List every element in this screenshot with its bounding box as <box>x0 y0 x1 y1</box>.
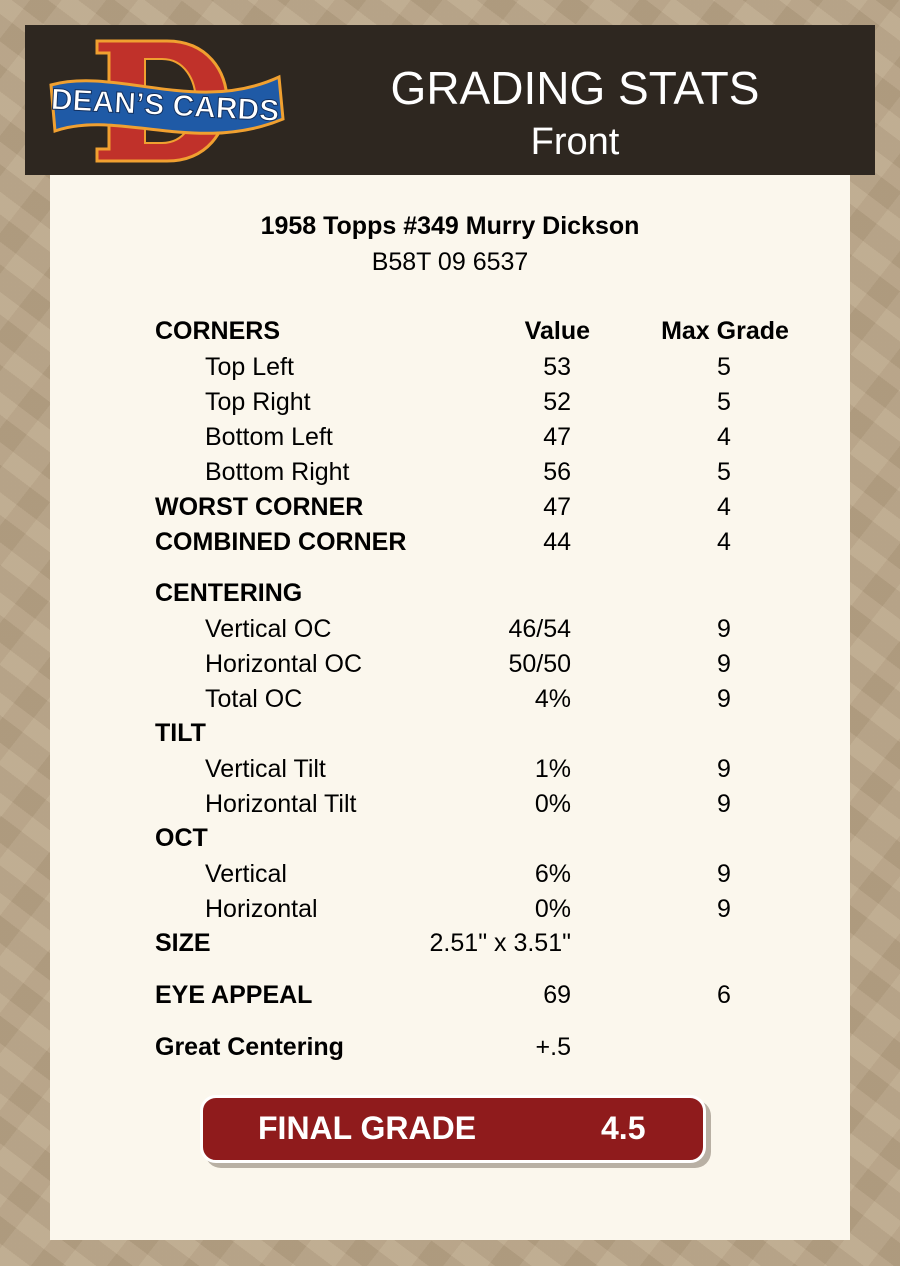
stat-row: OCT <box>50 823 850 853</box>
stat-value: 0% <box>534 895 571 923</box>
stat-row: WORST CORNER 47 4 <box>50 492 850 522</box>
final-grade-banner: FINAL GRADE 4.5 <box>200 1095 706 1163</box>
stats-panel: 1958 Topps #349 Murry Dickson B58T 09 65… <box>50 175 850 1240</box>
stat-value: 69 <box>543 981 571 1009</box>
card-title: 1958 Topps #349 Murry Dickson <box>260 212 640 240</box>
stat-value: 6% <box>534 860 571 888</box>
stat-max-grade: 9 <box>717 895 731 923</box>
stat-label: Horizontal OC <box>205 650 362 678</box>
stat-row: Great Centering +.5 <box>50 1032 850 1062</box>
stat-label: COMBINED CORNER <box>155 528 407 556</box>
stat-max-grade: 9 <box>717 685 731 713</box>
stat-value: 44 <box>543 528 571 556</box>
stat-max-grade: 5 <box>717 388 731 416</box>
stat-row: SIZE 2.51" x 3.51" <box>50 928 850 958</box>
stat-row: EYE APPEAL 69 6 <box>50 980 850 1010</box>
stat-max-grade: 4 <box>717 493 731 521</box>
stat-label: Horizontal <box>205 895 318 923</box>
stat-max-grade: 6 <box>717 981 731 1009</box>
stat-value: 56 <box>543 458 571 486</box>
stat-label: Vertical Tilt <box>205 755 326 783</box>
stat-row: Bottom Right 56 5 <box>50 457 850 487</box>
page-subtitle: Front <box>530 121 620 163</box>
max-grade-column-header: Max Grade <box>661 317 789 345</box>
stat-row: CORNERS Value Max Grade <box>50 316 850 346</box>
stat-max-grade: 4 <box>717 528 731 556</box>
value-column-header: Value <box>524 317 590 345</box>
stat-value: 50/50 <box>508 650 571 678</box>
final-grade-value: 4.5 <box>601 1110 646 1146</box>
stat-row: Top Right 52 5 <box>50 387 850 417</box>
stat-row: Horizontal 0% 9 <box>50 894 850 924</box>
header-bar: DEAN’S CARDS GRADING STATS Front <box>25 25 875 175</box>
stat-row: Vertical OC 46/54 9 <box>50 614 850 644</box>
stat-value: 47 <box>543 423 571 451</box>
deans-cards-logo: DEAN’S CARDS <box>49 39 285 163</box>
stat-label: Vertical <box>205 860 287 888</box>
stat-value: 46/54 <box>508 615 571 643</box>
stat-max-grade: 5 <box>717 458 731 486</box>
stat-value: 0% <box>534 790 571 818</box>
stat-label: Top Left <box>205 353 294 381</box>
stat-label: TILT <box>155 719 206 747</box>
stat-row: Vertical Tilt 1% 9 <box>50 754 850 784</box>
stat-label: OCT <box>155 824 208 852</box>
stat-row: Horizontal OC 50/50 9 <box>50 649 850 679</box>
stat-value: 4% <box>534 685 571 713</box>
stat-value: 1% <box>534 755 571 783</box>
stat-max-grade: 5 <box>717 353 731 381</box>
stat-row: Bottom Left 47 4 <box>50 422 850 452</box>
stat-max-grade: 9 <box>717 615 731 643</box>
stat-label: Total OC <box>205 685 303 713</box>
stat-row: Top Left 53 5 <box>50 352 850 382</box>
stat-value: 47 <box>543 493 571 521</box>
stat-value: 52 <box>543 388 571 416</box>
stat-max-grade: 9 <box>717 790 731 818</box>
card-code: B58T 09 6537 <box>371 248 529 276</box>
stat-label: CENTERING <box>155 579 303 607</box>
stat-label: WORST CORNER <box>155 493 364 521</box>
stat-label: Vertical OC <box>205 615 332 643</box>
stat-max-grade: 9 <box>717 860 731 888</box>
stat-value: 53 <box>543 353 571 381</box>
stat-value: 2.51" x 3.51" <box>429 929 571 957</box>
stat-max-grade: 4 <box>717 423 731 451</box>
final-grade-label: FINAL GRADE <box>258 1110 477 1146</box>
stat-row: CENTERING <box>50 578 850 608</box>
stat-label: Bottom Right <box>205 458 350 486</box>
stat-label: SIZE <box>155 929 211 957</box>
stat-label: Bottom Left <box>205 423 333 451</box>
stat-label: CORNERS <box>155 317 281 345</box>
stat-label: Horizontal Tilt <box>205 790 357 818</box>
stat-label: EYE APPEAL <box>155 981 313 1009</box>
stat-row: Total OC 4% 9 <box>50 684 850 714</box>
stat-row: Vertical 6% 9 <box>50 859 850 889</box>
stat-max-grade: 9 <box>717 650 731 678</box>
stat-label: Top Right <box>205 388 311 416</box>
stat-label: Great Centering <box>155 1033 344 1061</box>
stat-row: COMBINED CORNER 44 4 <box>50 527 850 557</box>
stat-max-grade: 9 <box>717 755 731 783</box>
stat-value: +.5 <box>535 1033 571 1061</box>
stat-row: Horizontal Tilt 0% 9 <box>50 789 850 819</box>
stat-row: TILT <box>50 718 850 748</box>
page-title: GRADING STATS <box>390 62 760 114</box>
